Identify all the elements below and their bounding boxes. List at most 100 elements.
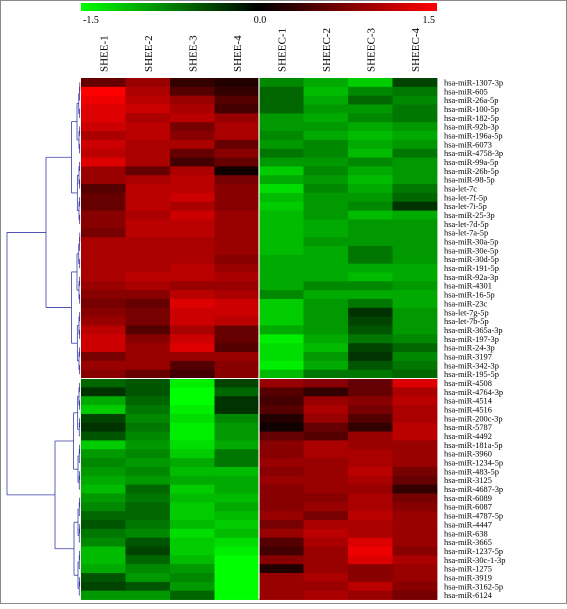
row-label: hsa-miR-92b-3p (444, 123, 499, 132)
heatmap-cell (170, 458, 215, 468)
heatmap-cell (170, 95, 215, 105)
heatmap-cell (125, 466, 171, 477)
heatmap-cell (125, 131, 171, 141)
heatmap-cell (125, 272, 171, 282)
heatmap-cell (170, 157, 215, 167)
heatmap-cell (259, 148, 304, 158)
heatmap-cell (214, 484, 260, 494)
heatmap-cell (125, 352, 171, 362)
row-label: hsa-miR-605 (444, 87, 488, 96)
heatmap-cell (348, 254, 393, 265)
heatmap-cell (259, 405, 304, 415)
heatmap-cell (125, 511, 171, 521)
heatmap-cell (170, 237, 215, 247)
heatmap-cell (214, 422, 260, 432)
heatmap-cell (303, 113, 349, 123)
heatmap-cell (303, 360, 349, 371)
heatmap-cell (259, 581, 304, 592)
heatmap-cell (125, 546, 171, 556)
heatmap-cell (81, 405, 126, 415)
heatmap-cell (303, 564, 349, 574)
heatmap-cell (348, 564, 393, 574)
heatmap-cell (259, 175, 304, 185)
heatmap-cell (259, 210, 304, 220)
heatmap-cell (170, 475, 215, 486)
heatmap-cell (259, 228, 304, 238)
row-label: hsa-miR-3125 (444, 476, 492, 485)
heatmap-cell (392, 219, 438, 229)
heatmap-cell (348, 581, 393, 592)
heatmap-cell (125, 78, 171, 88)
heatmap-cell (81, 352, 126, 362)
heatmap-cell (259, 299, 304, 309)
heatmap-cell (81, 184, 126, 194)
heatmap-cell (214, 281, 260, 291)
heatmap-cell (170, 413, 215, 424)
heatmap-cell (259, 378, 304, 388)
heatmap-cell (81, 78, 126, 88)
heatmap-cell (170, 219, 215, 229)
heatmap-cell (125, 219, 171, 229)
heatmap-cell (303, 573, 349, 583)
row-label: hsa-miR-4516 (444, 406, 492, 415)
heatmap-cell (81, 564, 126, 574)
heatmap-cell (214, 413, 260, 424)
column-label: SHEE-3 (187, 35, 199, 72)
heatmap-cell (125, 564, 171, 574)
heatmap-cell (81, 307, 126, 318)
heatmap-cell (125, 396, 171, 406)
heatmap-cell (81, 245, 126, 256)
heatmap-cell (392, 493, 438, 503)
heatmap-cell (348, 405, 393, 415)
heatmap-cell (214, 237, 260, 247)
heatmap-cell (125, 520, 171, 530)
heatmap-cell (125, 299, 171, 309)
heatmap-cell (214, 201, 260, 211)
heatmap-cell (259, 573, 304, 583)
heatmap-cell (303, 316, 349, 326)
heatmap-cell (348, 272, 393, 282)
heatmap-cell (348, 263, 393, 273)
row-label: hsa-miR-3665 (444, 538, 492, 547)
heatmap-cell (214, 210, 260, 220)
heatmap-cell (125, 493, 171, 503)
heatmap-cell (214, 369, 260, 379)
heatmap-cell (392, 175, 438, 185)
heatmap-cell (170, 316, 215, 326)
heatmap-cell (259, 104, 304, 114)
heatmap-cell (170, 573, 215, 583)
heatmap-cell (303, 131, 349, 141)
heatmap-cell (392, 139, 438, 150)
heatmap-cell (214, 493, 260, 503)
heatmap-cell (170, 581, 215, 592)
heatmap-cell (348, 210, 393, 220)
heatmap-cell (81, 511, 126, 521)
heatmap-cell (259, 360, 304, 371)
heatmap-cell (392, 210, 438, 220)
heatmap-cell (348, 113, 393, 123)
heatmap-cell (392, 131, 438, 141)
heatmap-cell (303, 493, 349, 503)
heatmap-cell (259, 493, 304, 503)
heatmap-cell (125, 590, 171, 600)
heatmap-cell (125, 316, 171, 326)
heatmap-cell (125, 413, 171, 424)
heatmap-cell (81, 555, 126, 565)
heatmap-cell (81, 581, 126, 592)
heatmap-cell (170, 228, 215, 238)
heatmap-cell (303, 422, 349, 432)
heatmap-cell (125, 334, 171, 344)
heatmap-cell (259, 307, 304, 318)
heatmap-cell (81, 219, 126, 229)
heatmap-cell (170, 360, 215, 371)
heatmap-cell (348, 387, 393, 397)
heatmap-cell (81, 422, 126, 432)
row-label: hsa-let-7g-5p (444, 308, 489, 317)
heatmap-cell (259, 484, 304, 494)
heatmap-cell (392, 405, 438, 415)
heatmap-cell (125, 573, 171, 583)
heatmap-cell (125, 245, 171, 256)
heatmap-cell (170, 493, 215, 503)
heatmap-cell (303, 520, 349, 530)
row-label: hsa-miR-638 (444, 529, 488, 538)
